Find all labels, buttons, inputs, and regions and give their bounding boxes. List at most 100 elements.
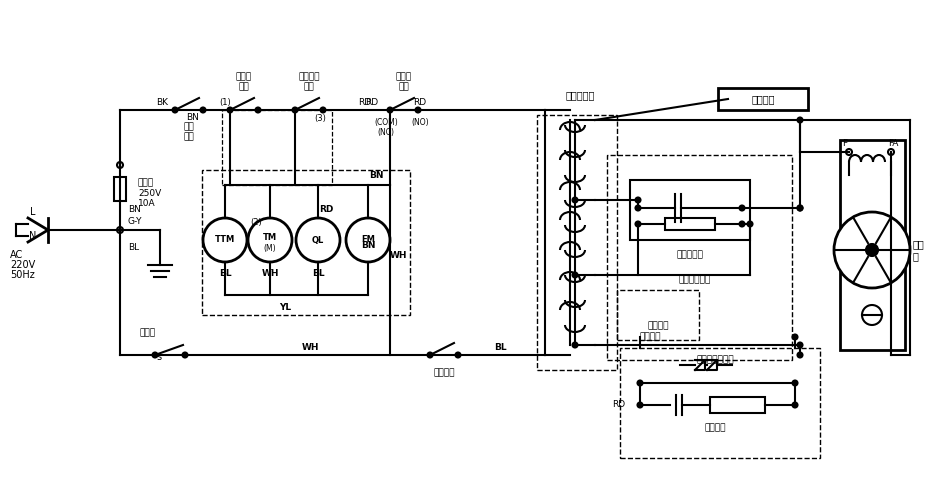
Circle shape xyxy=(739,222,744,226)
Bar xyxy=(709,397,765,413)
Bar xyxy=(665,218,715,230)
Text: AC: AC xyxy=(10,250,24,260)
Circle shape xyxy=(152,352,158,358)
Text: F: F xyxy=(841,140,847,148)
Circle shape xyxy=(200,108,205,112)
Text: 初级
开关: 初级 开关 xyxy=(183,122,194,142)
Text: 监控器
开关: 监控器 开关 xyxy=(396,72,412,92)
Bar xyxy=(619,348,819,458)
Text: 次级开关: 次级开关 xyxy=(432,368,454,378)
Text: FA: FA xyxy=(886,140,897,148)
Text: TM: TM xyxy=(262,232,277,241)
Text: 低压绕组: 低压绕组 xyxy=(750,94,774,104)
Bar xyxy=(717,88,807,110)
Text: TTM: TTM xyxy=(214,236,235,244)
Text: 50Hz: 50Hz xyxy=(10,270,35,280)
Text: (3): (3) xyxy=(313,114,326,122)
Text: 定时器
开关: 定时器 开关 xyxy=(236,72,252,92)
Circle shape xyxy=(572,272,577,278)
Circle shape xyxy=(834,212,909,288)
Text: 高压绕组: 高压绕组 xyxy=(647,322,668,330)
Text: BL: BL xyxy=(127,244,139,252)
Text: 高压电容: 高压电容 xyxy=(703,424,725,432)
Text: (2): (2) xyxy=(250,218,261,226)
Circle shape xyxy=(861,305,881,325)
Bar xyxy=(630,180,750,240)
Circle shape xyxy=(346,218,390,262)
Circle shape xyxy=(203,218,246,262)
Text: (1): (1) xyxy=(219,98,230,106)
Text: FM: FM xyxy=(361,236,375,244)
Bar xyxy=(222,110,331,185)
Bar xyxy=(202,170,410,315)
Circle shape xyxy=(797,342,801,347)
Circle shape xyxy=(387,108,392,112)
Circle shape xyxy=(845,149,851,155)
Circle shape xyxy=(320,108,325,112)
Text: 高压变压器: 高压变压器 xyxy=(565,90,594,100)
Circle shape xyxy=(427,352,432,358)
Circle shape xyxy=(634,206,640,210)
Circle shape xyxy=(572,342,577,347)
Circle shape xyxy=(455,352,460,358)
Circle shape xyxy=(797,352,801,358)
Circle shape xyxy=(792,402,797,407)
Circle shape xyxy=(572,198,577,202)
Text: BL: BL xyxy=(312,268,324,278)
Text: BN: BN xyxy=(127,206,141,214)
Circle shape xyxy=(228,108,232,112)
Text: L: L xyxy=(30,207,36,217)
Text: (COM): (COM) xyxy=(374,118,397,126)
Text: (NC): (NC) xyxy=(377,128,394,138)
Circle shape xyxy=(293,108,297,112)
Circle shape xyxy=(865,244,877,256)
Bar xyxy=(839,140,904,350)
Text: s: s xyxy=(157,352,161,362)
Text: RD: RD xyxy=(611,400,624,409)
Circle shape xyxy=(637,380,642,386)
Circle shape xyxy=(739,206,744,210)
Circle shape xyxy=(634,222,640,226)
Text: G-Y: G-Y xyxy=(127,218,143,226)
Text: RD: RD xyxy=(318,206,333,214)
Text: BN: BN xyxy=(186,114,199,122)
Text: 高压电容器: 高压电容器 xyxy=(676,250,702,260)
Bar xyxy=(536,115,616,370)
Circle shape xyxy=(792,380,797,386)
Text: RD: RD xyxy=(358,98,371,106)
Text: 磁控
管: 磁控 管 xyxy=(912,239,924,261)
Circle shape xyxy=(637,402,642,407)
Circle shape xyxy=(117,162,123,168)
Circle shape xyxy=(792,334,797,340)
Circle shape xyxy=(117,227,123,233)
Bar xyxy=(114,177,126,201)
Text: 高压二极管空: 高压二极管空 xyxy=(678,276,711,284)
Text: WH: WH xyxy=(389,250,406,260)
Circle shape xyxy=(247,218,292,262)
Text: 温控器: 温控器 xyxy=(140,328,156,338)
Circle shape xyxy=(173,108,177,112)
Text: 熔断器
250V
10A: 熔断器 250V 10A xyxy=(138,178,161,208)
Text: YL: YL xyxy=(278,302,291,312)
Text: BL: BL xyxy=(493,342,506,351)
Text: RD: RD xyxy=(413,98,426,106)
Circle shape xyxy=(634,198,640,202)
Text: QL: QL xyxy=(312,236,324,244)
Circle shape xyxy=(797,206,801,210)
Bar xyxy=(606,155,791,360)
Circle shape xyxy=(295,218,340,262)
Text: BL: BL xyxy=(218,268,231,278)
Text: 220V: 220V xyxy=(10,260,35,270)
Circle shape xyxy=(255,108,261,112)
Circle shape xyxy=(415,108,420,112)
Text: (M): (M) xyxy=(263,244,276,254)
Circle shape xyxy=(797,206,801,210)
Text: (NO): (NO) xyxy=(411,118,429,126)
Text: 火力控制
开关: 火力控制 开关 xyxy=(298,72,319,92)
Text: BK: BK xyxy=(156,98,168,106)
Text: 其他选择: 其他选择 xyxy=(639,332,661,342)
Text: 高压电路保护器: 高压电路保护器 xyxy=(696,356,733,364)
Text: WH: WH xyxy=(301,342,318,351)
Text: BN: BN xyxy=(361,240,375,250)
Circle shape xyxy=(887,149,893,155)
